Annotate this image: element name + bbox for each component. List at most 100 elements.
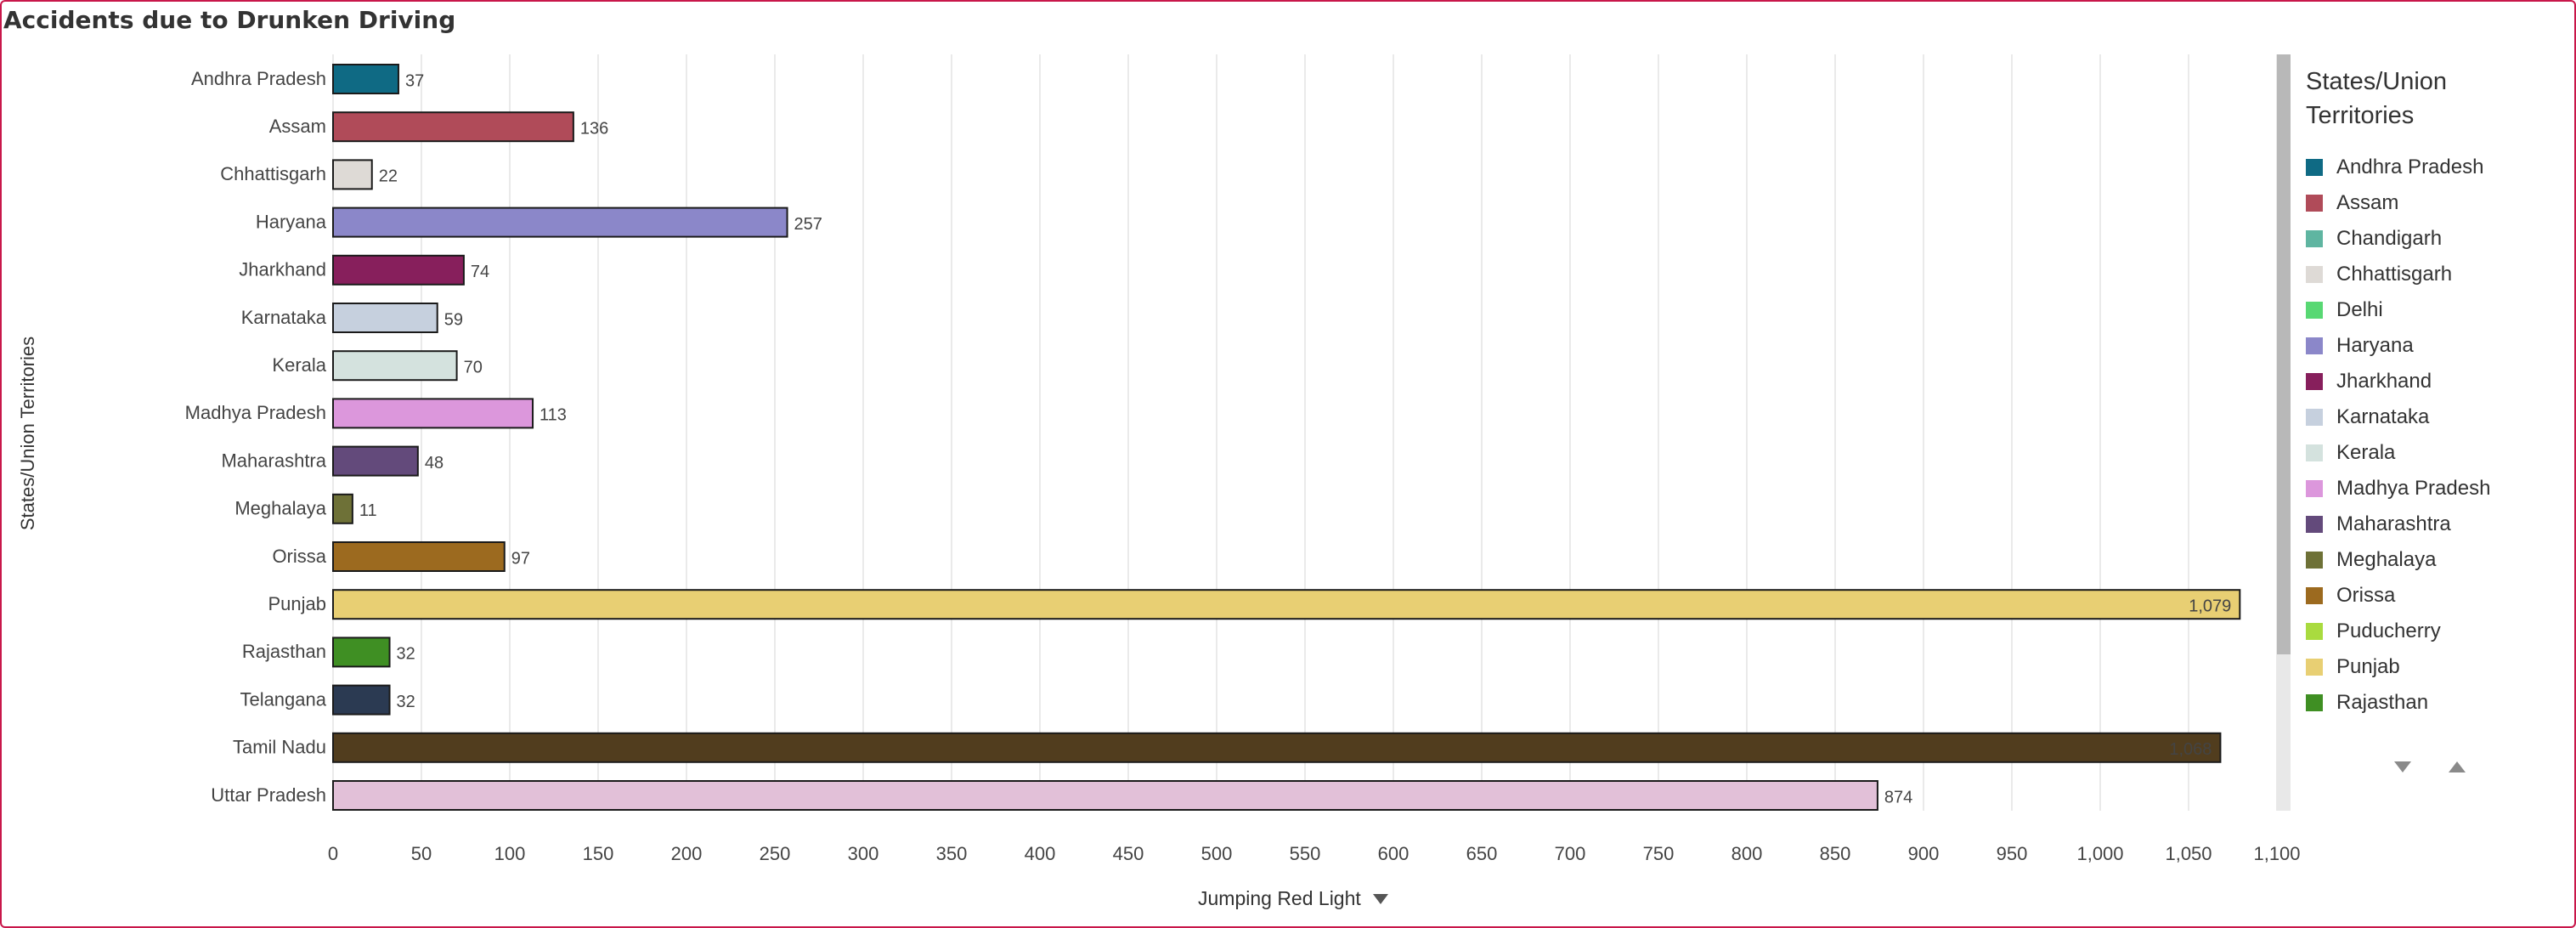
- data-label: 11: [359, 501, 377, 520]
- bar[interactable]: [332, 111, 574, 143]
- legend-item[interactable]: Chandigarh: [2304, 221, 2559, 257]
- legend-item[interactable]: Delhi: [2304, 292, 2559, 328]
- gridlines: [332, 54, 2278, 811]
- data-label: 48: [425, 454, 443, 472]
- bar[interactable]: [332, 254, 465, 286]
- legend-pagination: [2394, 761, 2466, 773]
- legend-label: Kerala: [2336, 441, 2396, 464]
- legend-label: Madhya Pradesh: [2336, 477, 2491, 500]
- legend-label: Karnataka: [2336, 405, 2430, 428]
- scrollbar-thumb[interactable]: [2277, 54, 2291, 654]
- bar[interactable]: [332, 207, 788, 238]
- legend-title: States/Union Territories: [2306, 68, 2448, 129]
- legend-swatch: [2306, 444, 2323, 461]
- category-label: Kerala: [272, 354, 326, 376]
- data-label: 113: [539, 406, 567, 425]
- legend-label: Maharashtra: [2336, 512, 2451, 535]
- legend-swatch: [2306, 409, 2323, 426]
- x-tick-label: 750: [1643, 843, 1675, 864]
- category-label: Tamil Nadu: [233, 737, 326, 758]
- legend-item[interactable]: Andhra Pradesh: [2304, 150, 2559, 185]
- legend-item[interactable]: Puducherry: [2304, 614, 2559, 649]
- legend-label: Puducherry: [2336, 620, 2441, 642]
- legend-swatch: [2306, 159, 2323, 176]
- legend-item[interactable]: Madhya Pradesh: [2304, 471, 2559, 506]
- data-label: 1,068: [2169, 740, 2212, 759]
- legend-item[interactable]: Tamil Nadu: [2304, 721, 2559, 727]
- bar[interactable]: [332, 303, 438, 333]
- category-label: Rajasthan: [242, 641, 326, 662]
- data-label: 136: [580, 119, 608, 138]
- legend-item[interactable]: Jharkhand: [2304, 364, 2559, 399]
- category-label: Assam: [269, 116, 326, 137]
- data-label: 37: [405, 71, 424, 90]
- legend-swatch: [2306, 659, 2323, 676]
- y-axis-title: States/Union Territories: [17, 337, 38, 530]
- category-label: Karnataka: [241, 307, 327, 328]
- legend-swatch: [2306, 480, 2323, 497]
- legend-label: Rajasthan: [2336, 691, 2429, 714]
- x-tick-label: 500: [1201, 843, 1233, 864]
- legend-item[interactable]: Haryana: [2304, 328, 2559, 364]
- chart-title: Accidents due to Drunken Driving: [3, 6, 456, 34]
- bar[interactable]: [332, 732, 2222, 763]
- legend-item[interactable]: Rajasthan: [2304, 685, 2559, 721]
- bar[interactable]: [332, 541, 506, 572]
- x-tick-label: 1,000: [2076, 843, 2123, 864]
- legend-label: Andhra Pradesh: [2336, 156, 2484, 178]
- legend-item[interactable]: Chhattisgarh: [2304, 257, 2559, 292]
- x-tick-label: 200: [671, 843, 703, 864]
- caret-down-icon[interactable]: [1372, 893, 1388, 904]
- x-tick-label: 100: [494, 843, 526, 864]
- x-tick-label: 50: [411, 843, 432, 864]
- legend-swatch: [2306, 266, 2323, 283]
- chart-scrollbar[interactable]: [2277, 54, 2291, 811]
- legend-item[interactable]: Assam: [2304, 185, 2559, 221]
- legend-swatch: [2306, 373, 2323, 390]
- x-tick-label: 1,050: [2165, 843, 2212, 864]
- data-label: 32: [397, 645, 415, 664]
- legend-swatch: [2306, 623, 2323, 640]
- x-tick-label: 250: [760, 843, 791, 864]
- category-label: Uttar Pradesh: [211, 784, 326, 806]
- bar[interactable]: [332, 493, 353, 524]
- category-label: Jharkhand: [239, 259, 326, 280]
- category-label: Punjab: [268, 593, 326, 614]
- legend-item[interactable]: Punjab: [2304, 649, 2559, 685]
- data-label: 257: [794, 215, 822, 234]
- bar[interactable]: [332, 684, 391, 716]
- legend: States/Union Territories Andhra Pradesh A…: [2304, 65, 2559, 727]
- legend-item[interactable]: Kerala: [2304, 435, 2559, 471]
- bar[interactable]: [332, 398, 534, 429]
- data-label: 74: [471, 263, 489, 281]
- bar[interactable]: [332, 159, 373, 190]
- bar[interactable]: [332, 64, 399, 94]
- legend-label: Jharkhand: [2336, 370, 2432, 393]
- category-label: Meghalaya: [234, 498, 326, 519]
- bar[interactable]: [332, 589, 2241, 620]
- legend-item[interactable]: Maharashtra: [2304, 506, 2559, 542]
- x-tick-label: 700: [1555, 843, 1586, 864]
- bar[interactable]: [332, 780, 1878, 811]
- x-tick-label: 550: [1290, 843, 1321, 864]
- bar[interactable]: [332, 637, 391, 668]
- legend-item[interactable]: Orissa: [2304, 578, 2559, 614]
- x-tick-label: 350: [936, 843, 968, 864]
- legend-label: Meghalaya: [2336, 548, 2437, 571]
- x-axis-selector[interactable]: Jumping Red Light: [1198, 887, 1388, 910]
- chevron-down-icon[interactable]: [2394, 761, 2411, 773]
- chevron-up-icon[interactable]: [2449, 761, 2466, 773]
- bar[interactable]: [332, 445, 419, 477]
- legend-item[interactable]: Meghalaya: [2304, 542, 2559, 578]
- legend-item[interactable]: Karnataka: [2304, 399, 2559, 435]
- category-label: Andhra Pradesh: [191, 68, 326, 89]
- x-tick-label: 900: [1908, 843, 1940, 864]
- category-labels: Andhra Pradesh Assam Chhattisgarh Haryana Jh…: [185, 68, 327, 806]
- legend-swatch: [2306, 552, 2323, 569]
- category-label: Haryana: [256, 211, 327, 232]
- legend-swatch: [2306, 694, 2323, 711]
- data-label: 59: [444, 310, 463, 329]
- bar[interactable]: [332, 350, 458, 382]
